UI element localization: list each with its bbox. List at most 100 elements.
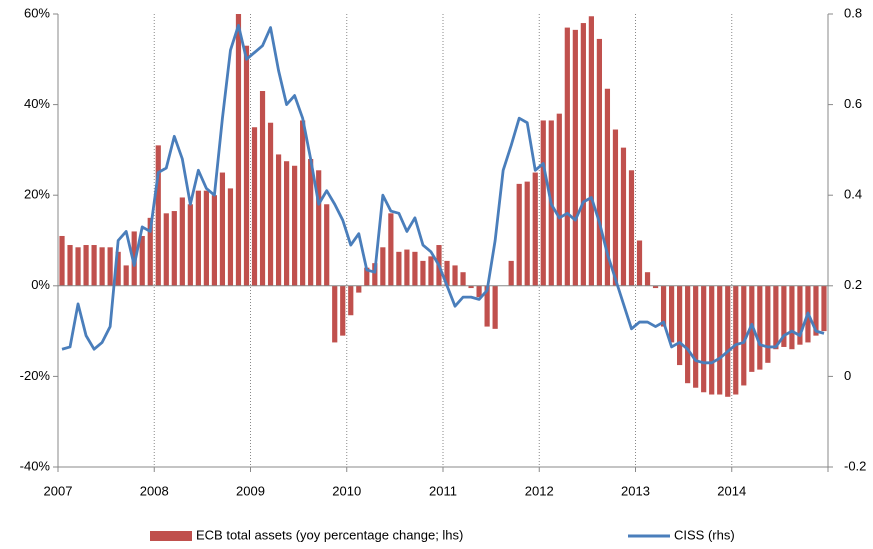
bar bbox=[267, 122, 274, 286]
bar bbox=[211, 195, 218, 286]
bar bbox=[588, 16, 594, 286]
bar bbox=[332, 285, 338, 343]
bar bbox=[556, 113, 562, 286]
bar bbox=[572, 29, 578, 286]
bar bbox=[187, 204, 193, 286]
bar bbox=[147, 217, 153, 286]
bar bbox=[259, 91, 266, 286]
y-tick-label: 0% bbox=[31, 277, 50, 292]
bar bbox=[709, 285, 715, 395]
bar bbox=[155, 145, 161, 286]
bar bbox=[797, 285, 803, 345]
bar bbox=[283, 161, 290, 286]
x-tick-label: 2012 bbox=[525, 483, 554, 498]
bar bbox=[324, 204, 330, 286]
bar bbox=[75, 247, 81, 286]
y-tick-label: 20% bbox=[24, 187, 50, 202]
bar bbox=[235, 14, 242, 286]
bar bbox=[292, 165, 298, 286]
bar bbox=[580, 23, 586, 286]
bar bbox=[789, 285, 795, 350]
y2-tick-label: -0.2 bbox=[844, 458, 866, 473]
bar bbox=[171, 211, 177, 286]
bar bbox=[628, 170, 635, 286]
bar bbox=[420, 260, 426, 286]
y-tick-label: -40% bbox=[20, 458, 51, 473]
bar bbox=[693, 285, 699, 388]
bar bbox=[316, 170, 322, 286]
bar bbox=[668, 285, 675, 343]
y2-tick-label: 0.6 bbox=[844, 96, 862, 111]
bar bbox=[821, 285, 827, 332]
bar bbox=[380, 247, 386, 286]
bar bbox=[59, 235, 65, 286]
bar bbox=[596, 38, 603, 286]
bar bbox=[139, 235, 145, 286]
y2-tick-label: 0.2 bbox=[844, 277, 862, 292]
bar bbox=[773, 285, 779, 350]
bar bbox=[179, 197, 185, 286]
bar bbox=[412, 251, 418, 286]
bar bbox=[115, 251, 121, 286]
bar bbox=[757, 285, 763, 370]
bar bbox=[300, 120, 306, 286]
bar bbox=[99, 247, 105, 286]
bar bbox=[701, 285, 707, 393]
bar bbox=[275, 154, 282, 286]
line bbox=[61, 23, 825, 365]
x-tick-label: 2009 bbox=[236, 483, 265, 498]
bar bbox=[388, 213, 394, 286]
bar bbox=[123, 265, 129, 286]
bar bbox=[227, 188, 234, 286]
bar bbox=[308, 158, 314, 286]
bar bbox=[219, 172, 226, 286]
bar bbox=[372, 263, 378, 286]
bar bbox=[340, 285, 346, 336]
bar bbox=[107, 247, 113, 286]
bar bbox=[348, 285, 354, 316]
y2-tick-label: 0.8 bbox=[844, 5, 862, 20]
bar bbox=[492, 285, 498, 329]
bar bbox=[67, 245, 73, 286]
x-tick-label: 2014 bbox=[717, 483, 746, 498]
bar bbox=[620, 147, 627, 286]
bar bbox=[484, 285, 490, 327]
bar bbox=[468, 285, 474, 289]
bar bbox=[717, 285, 723, 395]
bar bbox=[604, 88, 611, 286]
bar bbox=[404, 249, 410, 286]
bar bbox=[781, 285, 787, 347]
bar bbox=[644, 272, 651, 286]
bar bbox=[460, 272, 466, 286]
y-tick-label: -20% bbox=[20, 368, 51, 383]
bar bbox=[243, 45, 250, 286]
bar bbox=[813, 285, 819, 336]
x-tick-label: 2007 bbox=[44, 483, 73, 498]
bar bbox=[652, 285, 659, 289]
legend-label: ECB total assets (yoy percentage change;… bbox=[196, 527, 463, 542]
bar bbox=[612, 129, 619, 286]
y-tick-label: 40% bbox=[24, 96, 50, 111]
bar bbox=[356, 285, 362, 293]
bar bbox=[195, 190, 201, 286]
bar bbox=[532, 172, 538, 286]
x-tick-label: 2010 bbox=[332, 483, 361, 498]
legend-swatch bbox=[150, 531, 192, 541]
bar bbox=[540, 120, 546, 286]
bar bbox=[91, 245, 97, 286]
y2-tick-label: 0 bbox=[844, 368, 851, 383]
bar bbox=[476, 285, 482, 298]
bar bbox=[203, 190, 209, 286]
bar bbox=[741, 285, 747, 386]
bar bbox=[660, 285, 667, 327]
x-tick-label: 2008 bbox=[140, 483, 169, 498]
bar bbox=[516, 183, 522, 286]
bar bbox=[749, 285, 755, 372]
x-tick-label: 2011 bbox=[429, 483, 457, 498]
bar bbox=[636, 240, 643, 286]
bar bbox=[444, 260, 450, 286]
bar bbox=[428, 256, 434, 286]
legend-label: CISS (rhs) bbox=[674, 527, 735, 542]
bar bbox=[163, 213, 169, 286]
